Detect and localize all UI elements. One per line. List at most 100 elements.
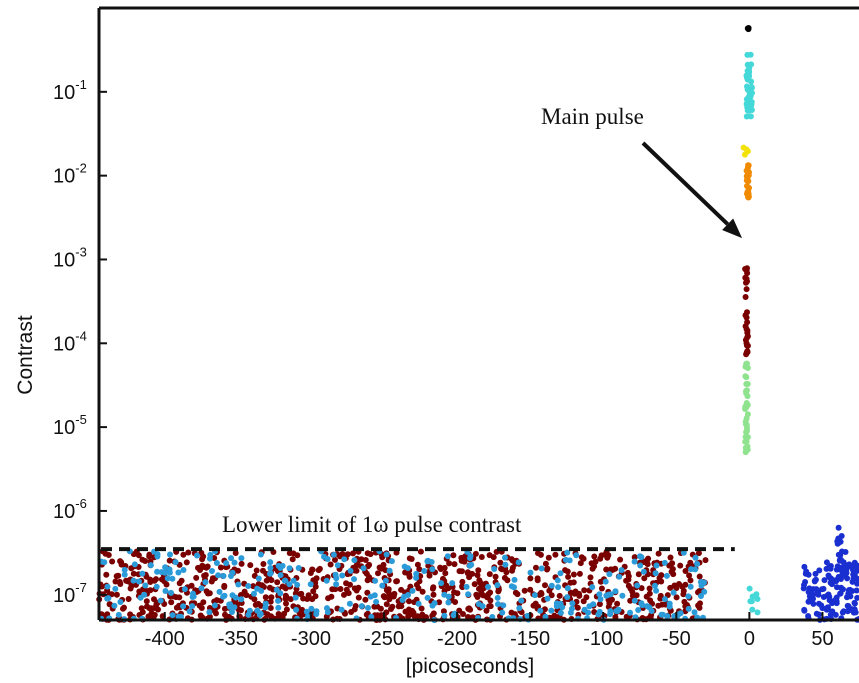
- scatter-point: [195, 564, 201, 571]
- scatter-point: [824, 606, 831, 613]
- y-tick-label: 10-4: [53, 328, 87, 355]
- scatter-point: [436, 599, 443, 606]
- scatter-point: [497, 559, 504, 566]
- scatter-point: [534, 577, 541, 584]
- scatter-point: [147, 562, 154, 569]
- scatter-point: [811, 578, 818, 585]
- scatter-point: [580, 555, 587, 562]
- scatter-point: [834, 540, 841, 547]
- scatter-point: [492, 573, 499, 580]
- scatter-point: [702, 557, 709, 564]
- scatter-point: [832, 611, 839, 618]
- scatter-point: [275, 597, 281, 604]
- scatter-point: [557, 609, 564, 616]
- scatter-point: [166, 566, 173, 573]
- scatter-point: [597, 596, 604, 603]
- scatter-point: [542, 613, 549, 620]
- scatter-point: [566, 557, 573, 564]
- scatter-point: [606, 571, 613, 578]
- scatter-point: [286, 581, 293, 588]
- scatter-point: [161, 569, 168, 576]
- scatter-point: [310, 588, 317, 595]
- scatter-point: [416, 566, 423, 573]
- scatter-point: [745, 97, 751, 104]
- scatter-point: [840, 586, 846, 593]
- scatter-point: [638, 585, 645, 592]
- scatter-point: [545, 554, 552, 561]
- scatter-point: [344, 551, 351, 558]
- scatter-point: [289, 556, 296, 563]
- scatter-point: [743, 387, 750, 394]
- scatter-point: [742, 418, 749, 425]
- scatter-point: [274, 579, 281, 586]
- scatter-point: [810, 600, 817, 607]
- scatter-point: [406, 573, 413, 580]
- scatter-point: [692, 566, 699, 573]
- scatter-point: [744, 164, 751, 171]
- scatter-point: [139, 570, 146, 577]
- scatter-point: [574, 604, 581, 611]
- scatter-point: [213, 560, 220, 566]
- scatter-point: [559, 604, 566, 611]
- scatter-point: [443, 582, 450, 589]
- scatter-point: [137, 594, 144, 601]
- scatter-point: [458, 557, 465, 564]
- scatter-point: [143, 598, 150, 605]
- scatter-point: [833, 578, 839, 585]
- scatter-point: [415, 585, 422, 592]
- scatter-point: [121, 571, 128, 578]
- scatter-point: [629, 588, 636, 595]
- scatter-point: [113, 591, 120, 598]
- scatter-point: [581, 606, 588, 613]
- scatter-point: [552, 551, 559, 558]
- scatter-point: [255, 575, 262, 582]
- scatter-point: [573, 552, 580, 559]
- scatter-point: [491, 566, 498, 572]
- scatter-point: [548, 582, 555, 589]
- scatter-point: [695, 602, 702, 609]
- scatter-point: [743, 349, 750, 356]
- scatter-point: [746, 585, 753, 592]
- scatter-point: [744, 270, 751, 277]
- scatter-point: [475, 567, 482, 574]
- scatter-point: [531, 592, 538, 599]
- scatter-point: [111, 602, 118, 609]
- scatter-point: [181, 586, 188, 593]
- scatter-point: [670, 571, 677, 578]
- scatter-point: [339, 572, 346, 579]
- scatter-point: [801, 563, 808, 570]
- scatter-point: [103, 571, 110, 578]
- scatter-point: [807, 590, 814, 597]
- scatter-point: [607, 608, 614, 615]
- scatter-point: [801, 582, 807, 588]
- scatter-point: [409, 587, 416, 594]
- scatter-point: [229, 609, 235, 615]
- scatter-point: [313, 611, 320, 617]
- scatter-point: [308, 605, 315, 612]
- scatter-point: [147, 587, 154, 594]
- scatter-point: [851, 606, 858, 613]
- scatter-point: [653, 562, 660, 569]
- scatter-point: [741, 151, 748, 158]
- scatter-point: [744, 188, 751, 195]
- scatter-point: [337, 586, 344, 592]
- scatter-point: [175, 569, 182, 576]
- scatter-point: [692, 554, 699, 561]
- scatter-point: [825, 591, 832, 598]
- scatter-point: [282, 577, 289, 584]
- scatter-point: [290, 550, 297, 557]
- scatter-point: [121, 566, 128, 573]
- scatter-point: [105, 595, 112, 602]
- scatter-point: [417, 548, 424, 555]
- scatter-point: [441, 612, 448, 619]
- scatter-point: [521, 587, 528, 594]
- y-tick-label: 10-1: [53, 77, 87, 104]
- scatter-point: [745, 193, 752, 200]
- scatter-point: [254, 607, 261, 614]
- scatter-point: [347, 581, 353, 588]
- scatter-point: [312, 583, 319, 590]
- scatter-point: [405, 592, 411, 598]
- scatter-point: [125, 596, 132, 602]
- scatter-point: [374, 603, 381, 610]
- scatter-point: [355, 584, 362, 591]
